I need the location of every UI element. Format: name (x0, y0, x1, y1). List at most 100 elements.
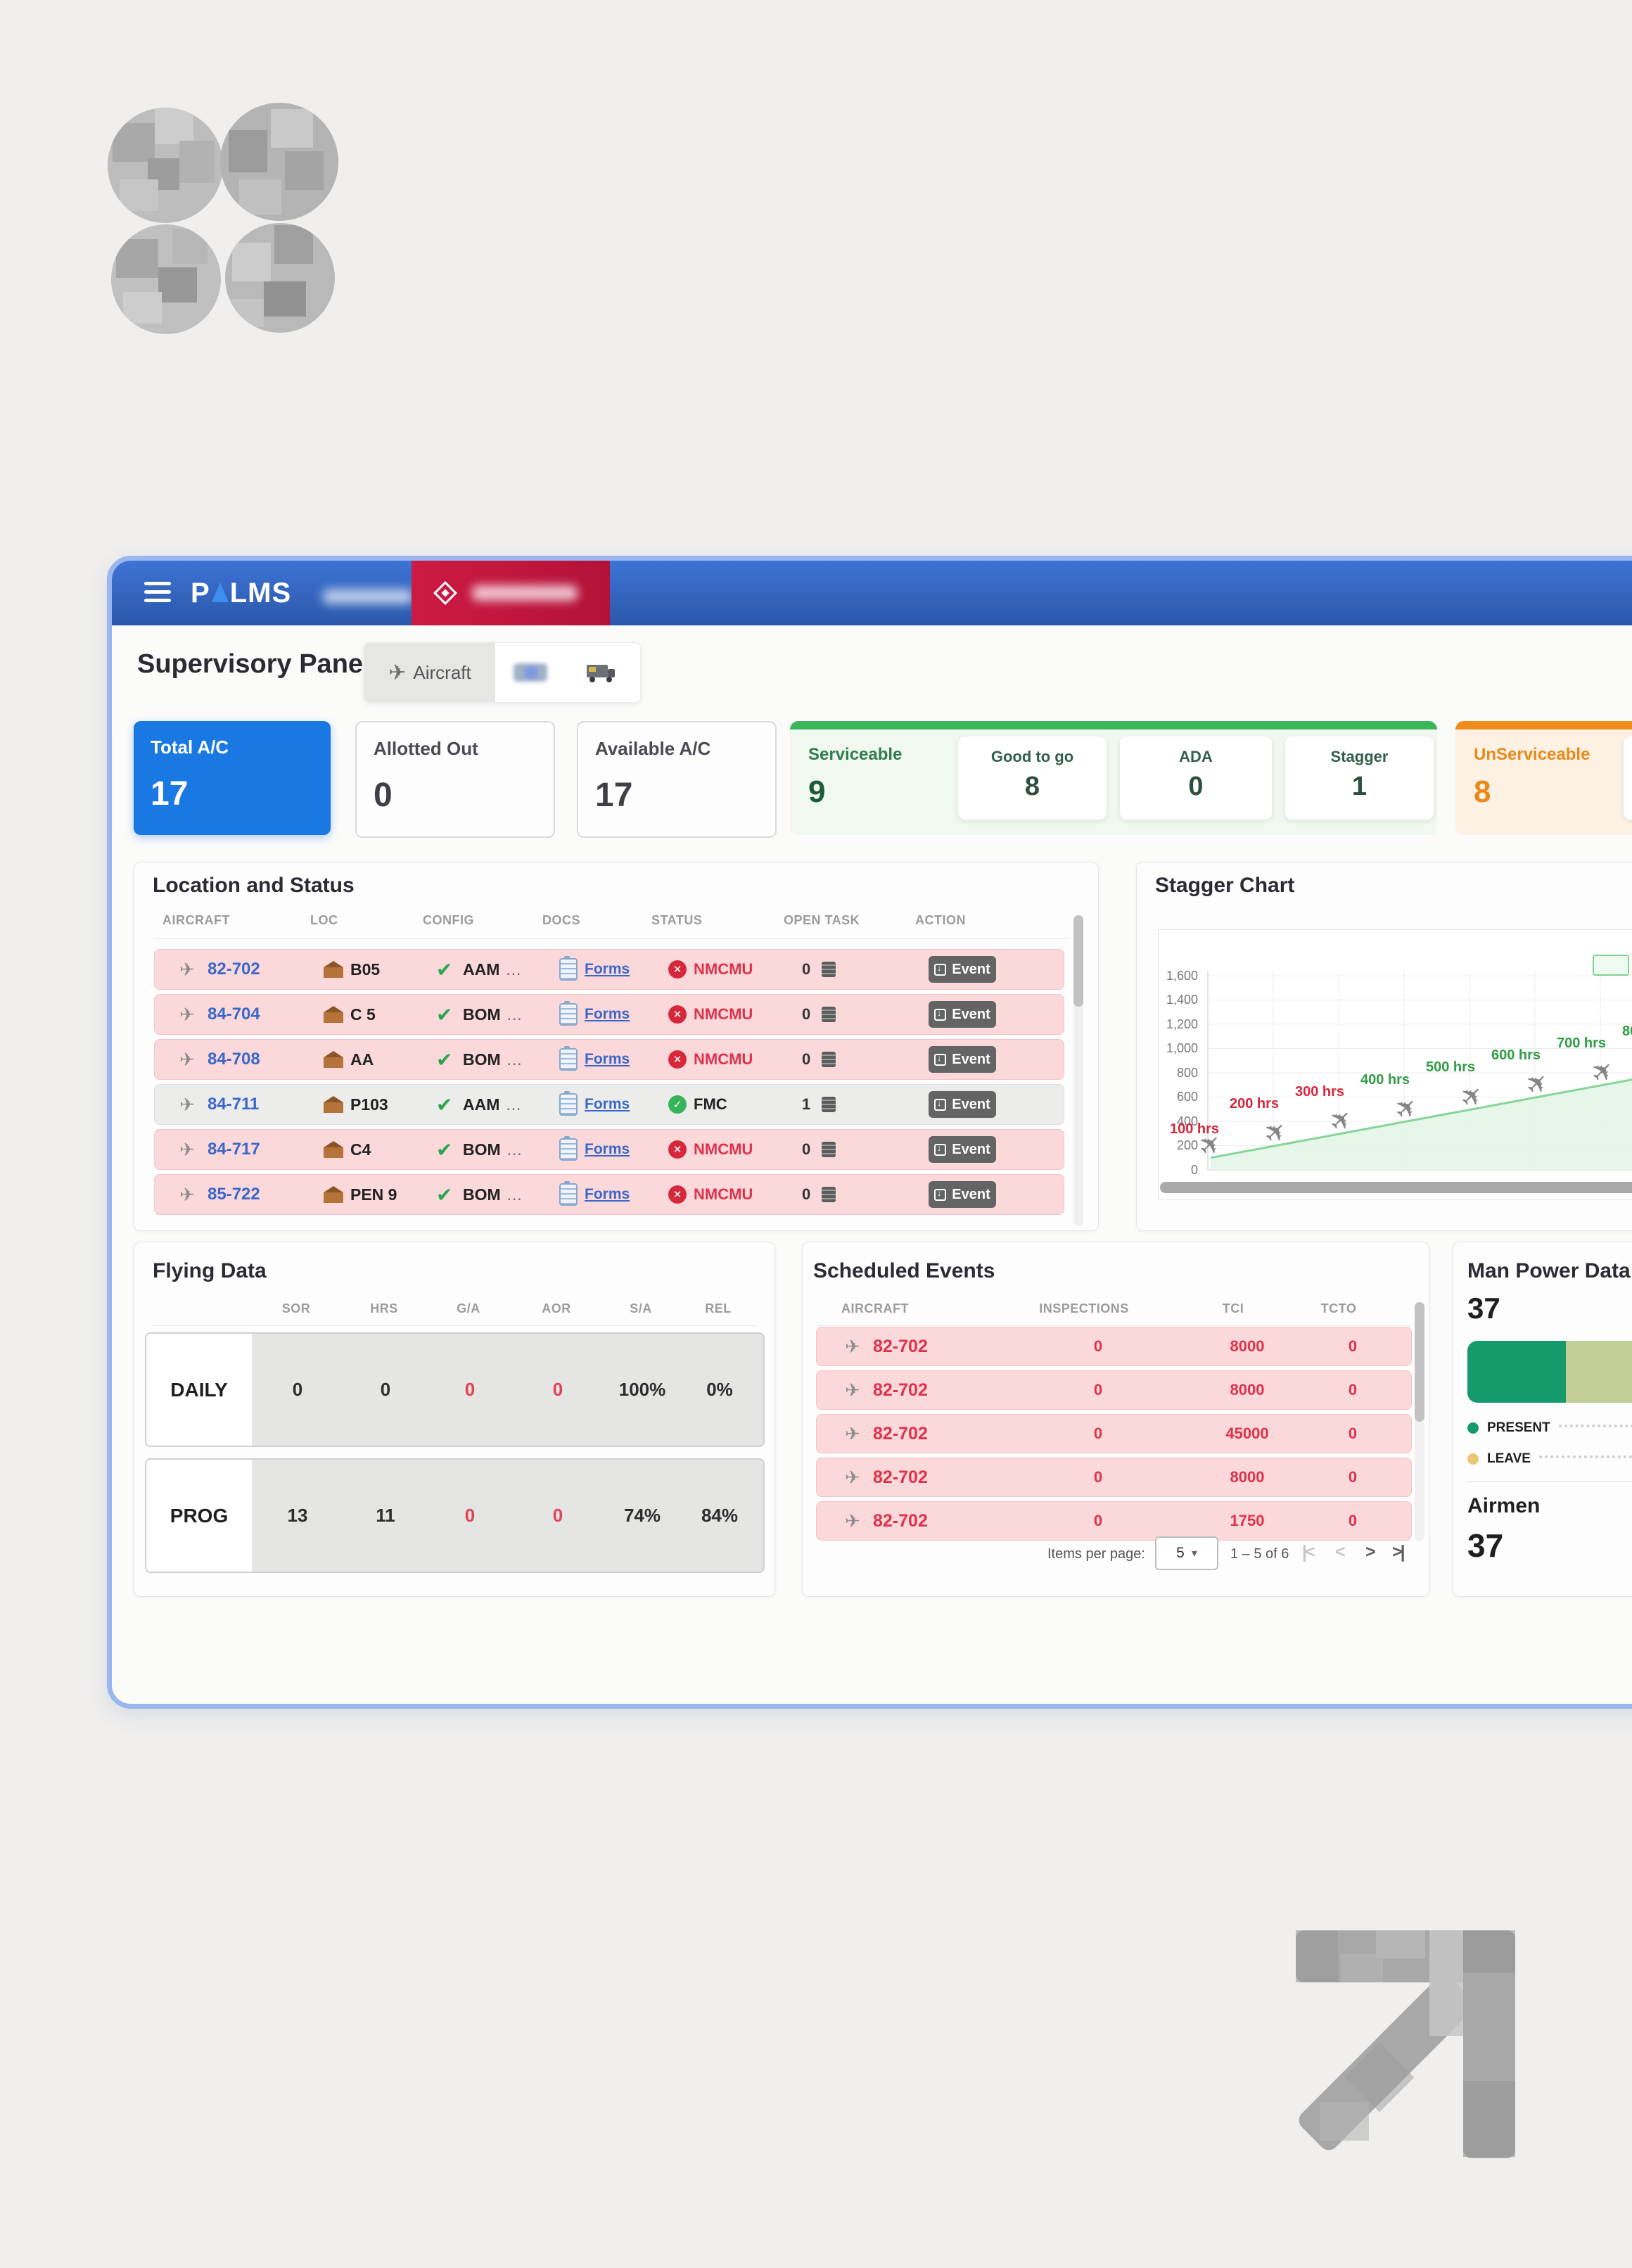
forms-link[interactable]: Forms (585, 1096, 630, 1112)
last-page-icon[interactable]: >| (1392, 1542, 1405, 1562)
chart-scrollbar[interactable] (1160, 1182, 1632, 1193)
col-hrs: HRS (370, 1301, 398, 1315)
col-inspections: INSPECTIONS (1039, 1301, 1129, 1315)
ytick: 400 (1176, 1114, 1198, 1128)
tcto-value: 0 (1348, 1381, 1358, 1399)
event-button-label: Event (952, 961, 990, 977)
stagger-chart-title: Stagger Chart (1155, 874, 1295, 897)
status-value: NMCMU (694, 1005, 753, 1023)
forms-link[interactable]: Forms (585, 1186, 630, 1202)
col-tci: TCI (1222, 1301, 1244, 1315)
tab-ground-equipment[interactable] (566, 643, 636, 702)
aircraft-link[interactable]: 82-702 (873, 1423, 928, 1444)
table-row: ✈ 84-711 P103 ✔ AAM … Forms ✓ FMC 1 Event (154, 1084, 1064, 1125)
location-status-title: Location and Status (153, 874, 355, 897)
stat-available-ac[interactable]: Available A/C 17 (577, 721, 777, 838)
stat-good-to-go[interactable]: Good to go 8 (958, 737, 1107, 820)
task-note-icon[interactable] (822, 1142, 836, 1157)
tab-aircraft-label: Aircraft (413, 661, 471, 683)
event-button[interactable]: Event (929, 1091, 996, 1118)
ytick: 600 (1176, 1090, 1198, 1104)
tab-aircraft[interactable]: ✈ Aircraft (364, 643, 495, 702)
prog-aor: 0 (552, 1505, 563, 1526)
aircraft-link[interactable]: 82-702 (873, 1336, 928, 1356)
event-button[interactable]: Event (929, 1046, 996, 1073)
page-size-select[interactable]: 5 (1155, 1536, 1218, 1570)
first-page-icon[interactable]: |< (1302, 1542, 1315, 1562)
aircraft-icon: ✈ (845, 1510, 860, 1531)
aircraft-icon: ✈ (845, 1466, 860, 1488)
loc-value: P103 (350, 1095, 388, 1114)
dotted-leader (1538, 1455, 1632, 1458)
hangar-icon (324, 1051, 343, 1068)
aircraft-link[interactable]: 84-708 (208, 1050, 260, 1069)
task-note-icon[interactable] (822, 1052, 836, 1067)
flying-data-daily-row: DAILY 0 0 0 0 100% 0% (145, 1332, 765, 1447)
task-note-icon[interactable] (822, 1097, 836, 1112)
stat-stagger[interactable]: Stagger 1 (1285, 737, 1434, 820)
event-button[interactable]: Event (929, 1181, 996, 1208)
aircraft-link[interactable]: 84-717 (208, 1140, 260, 1159)
open-task-count: 0 (802, 960, 811, 978)
aircraft-link[interactable]: 82-702 (873, 1380, 928, 1400)
stat-allotted-out[interactable]: Allotted Out 0 (355, 721, 555, 838)
check-icon: ✔ (436, 1138, 453, 1161)
daily-ga: 0 (464, 1379, 476, 1400)
task-note-icon[interactable] (822, 1007, 836, 1022)
open-task-count: 0 (802, 1140, 811, 1158)
col-aor: AOR (542, 1301, 571, 1315)
event-icon (934, 1053, 947, 1066)
tci-value: 1750 (1230, 1512, 1265, 1529)
event-button[interactable]: Event (929, 1001, 996, 1028)
aircraft-link[interactable]: 84-704 (208, 1005, 260, 1024)
event-button-label: Event (952, 1096, 990, 1112)
header-divider (153, 1325, 756, 1326)
status-value: NMCMU (694, 960, 753, 978)
hangar-icon (324, 1096, 343, 1113)
aircraft-link[interactable]: 82-702 (208, 960, 260, 979)
event-icon (934, 1143, 947, 1156)
forms-link[interactable]: Forms (585, 1006, 630, 1022)
tcto-value: 0 (1348, 1337, 1358, 1355)
tab-engine[interactable] (495, 643, 566, 702)
hamburger-menu-icon[interactable] (144, 582, 172, 604)
stat-unserviceable-subcard[interactable] (1624, 737, 1632, 820)
stat-total-ac[interactable]: Total A/C 17 (134, 721, 331, 835)
open-task-count: 0 (802, 1005, 811, 1023)
stat-total-ac-value: 17 (151, 775, 189, 813)
aircraft-link[interactable]: 82-702 (873, 1510, 928, 1531)
col-tcto: TCTO (1320, 1301, 1357, 1315)
point-label: 200 hrs (1230, 1096, 1280, 1111)
events-scrollbar[interactable] (1415, 1302, 1424, 1541)
forms-link[interactable]: Forms (585, 1141, 630, 1157)
aircraft-link[interactable]: 84-711 (208, 1095, 260, 1114)
development-badge[interactable] (412, 561, 610, 625)
logo-text-lms: LMS (229, 577, 292, 609)
stat-ada[interactable]: ADA 0 (1120, 737, 1272, 820)
clipboard-icon (559, 1001, 578, 1026)
forms-link[interactable]: Forms (585, 961, 630, 977)
task-note-icon[interactable] (822, 962, 836, 977)
aircraft-link[interactable]: 82-702 (873, 1467, 928, 1487)
clipboard-icon (559, 1091, 578, 1116)
forms-link[interactable]: Forms (585, 1051, 630, 1067)
prev-page-icon[interactable]: < (1335, 1542, 1346, 1562)
stat-stagger-value: 1 (1351, 772, 1368, 801)
palms-logo[interactable]: P LMS (191, 576, 291, 610)
stat-ada-label: ADA (1179, 748, 1213, 765)
stat-total-ac-label: Total A/C (151, 737, 229, 758)
scheduled-events-title: Scheduled Events (813, 1259, 995, 1282)
event-button[interactable]: Event (929, 1136, 996, 1163)
event-button[interactable]: Event (929, 956, 996, 983)
point-label: 600 hrs (1491, 1047, 1541, 1063)
hangar-icon (324, 961, 343, 978)
col-loc: LOC (310, 913, 338, 927)
aircraft-link[interactable]: 85-722 (208, 1185, 260, 1204)
tci-value: 8000 (1230, 1468, 1265, 1486)
location-table-scrollbar[interactable] (1073, 915, 1083, 1226)
hangar-icon (324, 1141, 343, 1158)
task-note-icon[interactable] (822, 1187, 836, 1202)
row-label-prog: PROG (146, 1460, 252, 1572)
next-page-icon[interactable]: > (1365, 1542, 1376, 1562)
flying-data-panel: Flying Data SOR HRS G/A AOR S/A REL DAIL… (134, 1242, 775, 1597)
